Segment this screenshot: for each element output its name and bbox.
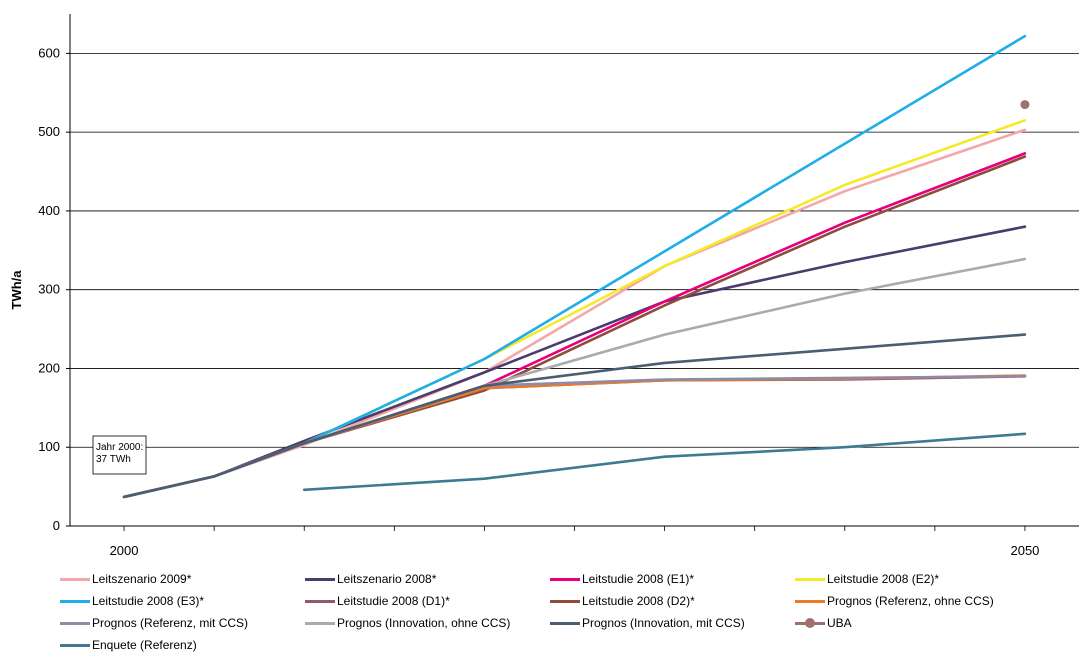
legend-label: Leitstudie 2008 (E1)* — [582, 572, 695, 586]
y-tick-label: 200 — [38, 360, 60, 375]
legend-item: Leitszenario 2009* — [60, 570, 191, 588]
legend-label: Leitstudie 2008 (E2)* — [827, 572, 940, 586]
series-line-10 — [122, 333, 1027, 499]
legend-item: Leitstudie 2008 (E2)* — [795, 570, 939, 588]
legend-swatch — [550, 592, 580, 610]
legend-label: Enquete (Referenz) — [92, 638, 197, 652]
series-line-7 — [122, 374, 1027, 499]
legend-swatch — [795, 570, 825, 588]
legend-swatch — [305, 614, 335, 632]
y-tick-label: 500 — [38, 124, 60, 139]
legend-swatch — [60, 614, 90, 632]
series-line-5 — [122, 375, 1027, 499]
legend-swatch — [60, 570, 90, 588]
legend-label: Leitstudie 2008 (D1)* — [337, 594, 450, 608]
legend-swatch — [550, 570, 580, 588]
x-tick-label: 2000 — [110, 543, 139, 558]
legend-label: Leitszenario 2008* — [337, 572, 437, 586]
y-tick-label: 600 — [38, 45, 60, 60]
series-line-4 — [122, 34, 1027, 499]
legend-item: Prognos (Innovation, mit CCS) — [550, 614, 745, 632]
y-tick-label: 0 — [53, 518, 60, 533]
legend-swatch — [60, 636, 90, 654]
legend-label: Leitstudie 2008 (D2)* — [582, 594, 695, 608]
annotation-box — [92, 435, 147, 475]
legend-swatch — [60, 592, 90, 610]
series-line-8 — [122, 375, 1027, 499]
legend-item: Enquete (Referenz) — [60, 636, 197, 654]
series-line-12 — [302, 432, 1027, 492]
legend-swatch — [305, 570, 335, 588]
legend-label: Prognos (Innovation, mit CCS) — [582, 616, 745, 630]
legend-item: Leitstudie 2008 (D1)* — [305, 592, 450, 610]
x-tick-label: 2050 — [1010, 543, 1039, 558]
series-line-1 — [122, 225, 1027, 499]
legend-item: Leitstudie 2008 (E1)* — [550, 570, 694, 588]
series-lines — [122, 34, 1030, 499]
legend-label: Leitstudie 2008 (E3)* — [92, 594, 205, 608]
legend-item: Leitstudie 2008 (D2)* — [550, 592, 695, 610]
y-tick-label: 100 — [38, 439, 60, 454]
legend-swatch — [550, 614, 580, 632]
legend-item: Prognos (Referenz, ohne CCS) — [795, 592, 994, 610]
legend-label: Leitszenario 2009* — [92, 572, 192, 586]
annotation: Jahr 2000:37 TWh — [92, 435, 147, 475]
legend-item: Leitstudie 2008 (E3)* — [60, 592, 204, 610]
series-line-2 — [122, 152, 1027, 499]
legend-swatch — [795, 592, 825, 610]
legend-item: Leitszenario 2008* — [305, 570, 436, 588]
legend-item: Prognos (Innovation, ohne CCS) — [305, 614, 510, 632]
gridlines — [70, 52, 1079, 448]
y-tick-label: 300 — [38, 282, 60, 297]
series-marker-11 — [1020, 100, 1030, 110]
legend-label: Prognos (Referenz, ohne CCS) — [827, 594, 994, 608]
legend-swatch — [305, 592, 335, 610]
legend-swatch — [795, 614, 825, 632]
axes: 0 100 200 300 400 500 600 2000 2050 — [38, 14, 1079, 558]
legend-label: Prognos (Referenz, mit CCS) — [92, 616, 249, 630]
legend-item: UBA — [795, 614, 852, 632]
annotation-text: 37 TWh — [96, 454, 131, 465]
y-axis-label: TWh/a — [9, 270, 24, 310]
legend-label: Prognos (Innovation, ohne CCS) — [337, 616, 511, 630]
legend-item: Prognos (Referenz, mit CCS) — [60, 614, 248, 632]
legend-label: UBA — [827, 616, 852, 630]
line-chart: 0 100 200 300 400 500 600 2000 2050 Jahr 2000:37… — [9, 14, 1079, 558]
annotation-text: Jahr 2000: — [96, 442, 143, 453]
series-line-6 — [122, 155, 1027, 499]
y-tick-label: 400 — [38, 203, 60, 218]
